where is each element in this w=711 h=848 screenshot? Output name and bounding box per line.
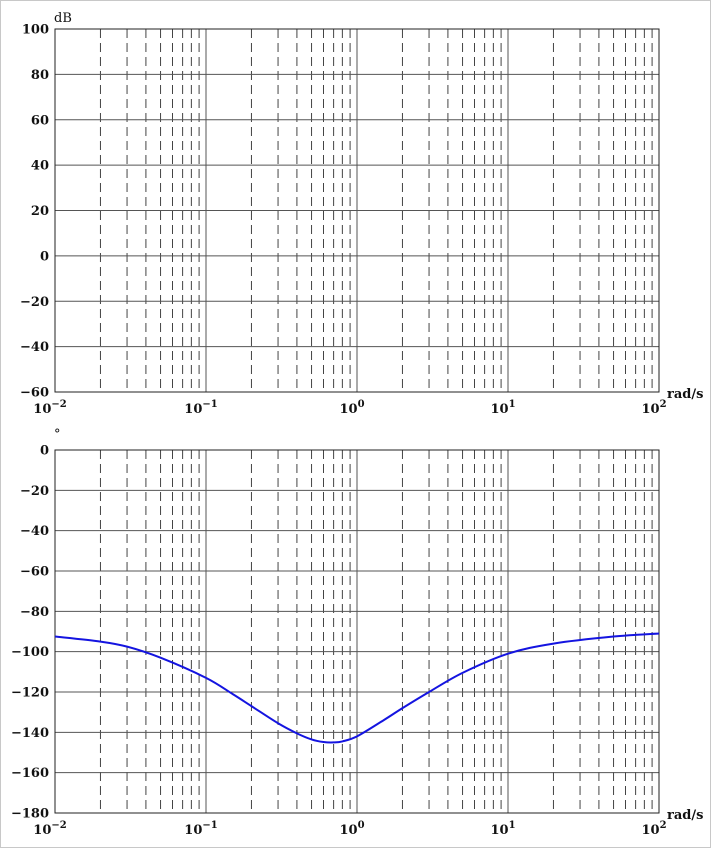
- magnitude-x-unit-label: rad/s: [667, 387, 703, 402]
- phase-ytick-label: −120: [11, 686, 49, 701]
- magnitude-xtick-label: 10−2: [33, 399, 66, 417]
- magnitude-ytick-label: −20: [20, 295, 49, 310]
- magnitude-xtick-label: 102: [641, 399, 666, 417]
- magnitude-ytick-label: 60: [31, 113, 49, 128]
- phase-xtick-label: 10−1: [184, 820, 217, 838]
- magnitude-xtick-label: 10−1: [184, 399, 217, 417]
- phase-ytick-label: −60: [20, 565, 49, 580]
- phase-xtick-label: 101: [490, 820, 515, 838]
- magnitude-ytick-label: 40: [31, 159, 49, 174]
- phase-xtick-label: 10−2: [33, 820, 66, 838]
- phase-ytick-label: −100: [11, 645, 49, 660]
- phase-ytick-label: −20: [20, 484, 49, 499]
- magnitude-ytick-label: 80: [31, 68, 49, 83]
- magnitude-y-unit-label: dB: [54, 11, 72, 26]
- phase-ytick-label: 0: [40, 444, 49, 459]
- magnitude-ytick-label: 20: [31, 204, 49, 219]
- phase-ytick-label: −180: [11, 807, 49, 822]
- magnitude-ytick-label: −60: [20, 386, 49, 401]
- magnitude-ytick-label: 0: [40, 249, 49, 264]
- phase-xtick-label: 100: [339, 820, 364, 838]
- phase-ytick-label: −40: [20, 524, 49, 539]
- phase-ytick-label: −140: [11, 726, 49, 741]
- phase-x-unit-label: rad/s: [667, 808, 703, 823]
- magnitude-xtick-label: 100: [339, 399, 364, 417]
- magnitude-xtick-label: 101: [490, 399, 515, 417]
- phase-xtick-label: 102: [641, 820, 666, 838]
- magnitude-ytick-label: 100: [22, 23, 49, 38]
- magnitude-ytick-label: −40: [20, 340, 49, 355]
- phase-ytick-label: −80: [20, 605, 49, 620]
- phase-ytick-label: −160: [11, 766, 49, 781]
- phase-y-unit-label: °: [54, 427, 61, 442]
